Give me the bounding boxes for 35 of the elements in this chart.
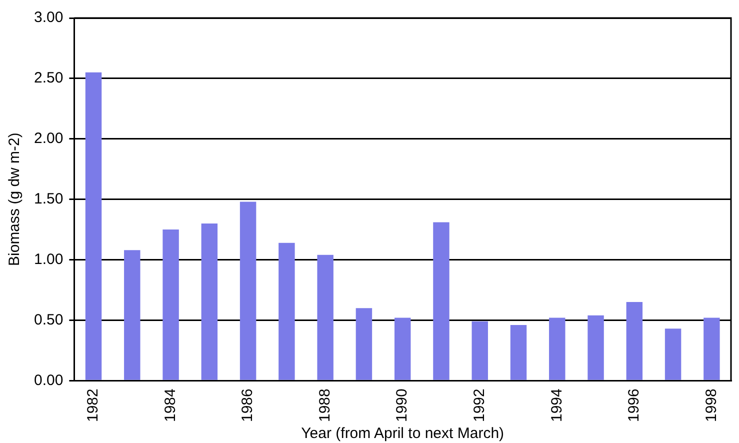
bar [240, 202, 256, 380]
y-tick-label: 1.00 [34, 250, 64, 268]
bar [626, 302, 643, 380]
x-axis-title: Year (from April to next March) [301, 425, 504, 442]
bar [85, 72, 102, 380]
y-axis-title: Biomass (g dw m-2) [6, 132, 24, 266]
x-tick-label: 1984 [162, 388, 179, 422]
x-tick-label: 1996 [626, 388, 643, 422]
bar [588, 315, 604, 380]
y-tick-label: 2.00 [34, 130, 64, 148]
y-tick-label: 0.00 [34, 372, 64, 389]
bar [472, 321, 488, 380]
y-tick-label: 1.50 [34, 190, 64, 208]
x-tick-label: 1992 [471, 388, 488, 422]
y-tick-label: 3.00 [34, 9, 64, 26]
bar [201, 223, 218, 380]
bar [278, 242, 295, 380]
bar [664, 328, 682, 380]
x-tick-label: 1994 [548, 388, 566, 422]
x-tick-label: 1998 [702, 388, 720, 422]
y-tick-label: 0.50 [34, 311, 64, 328]
bar [124, 250, 140, 380]
x-tick-label: 1990 [394, 388, 411, 422]
bar [433, 222, 450, 380]
bar [394, 318, 411, 380]
bar [162, 230, 179, 380]
x-tick-label: 1982 [84, 388, 102, 422]
y-tick-label: 2.50 [34, 70, 64, 87]
bar [317, 254, 334, 380]
bar [549, 318, 566, 380]
bar [510, 325, 527, 380]
bar [356, 308, 372, 380]
bar [704, 318, 720, 380]
x-tick-label: 1988 [316, 388, 334, 422]
x-tick-label: 1986 [239, 388, 256, 422]
